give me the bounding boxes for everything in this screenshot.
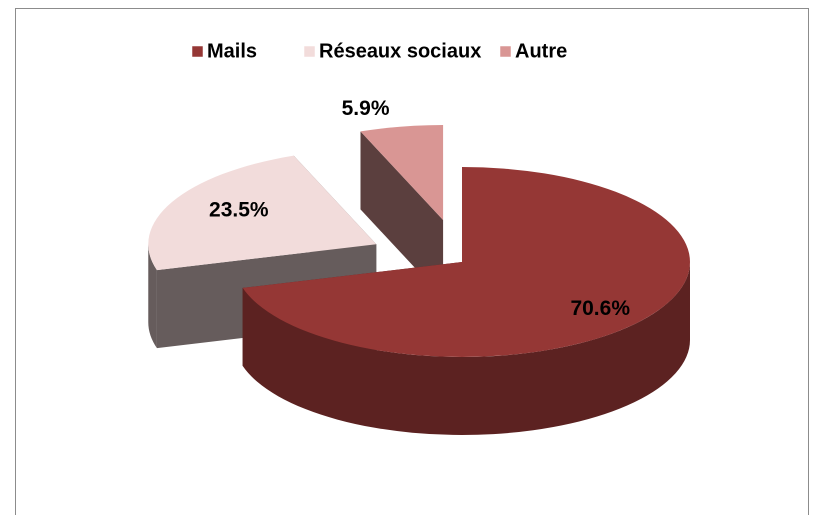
legend-label: Réseaux sociaux — [319, 40, 481, 62]
slice-wall — [360, 131, 444, 298]
pie: 70.6% 23.5% 5.9% — [148, 97, 690, 436]
data-label: 23.5% — [209, 198, 269, 221]
slice — [148, 155, 377, 271]
legend-label: Autre — [515, 40, 567, 62]
slice-side — [148, 244, 157, 349]
data-label: 70.6% — [570, 297, 630, 320]
legend: Mails Réseaux sociaux Autre — [191, 40, 567, 62]
legend-swatch — [191, 45, 204, 58]
slice — [360, 124, 444, 220]
data-label: 5.9% — [342, 97, 390, 120]
legend-swatch — [499, 45, 512, 58]
legend-swatch — [303, 45, 316, 58]
slice-side — [242, 262, 690, 436]
slice — [242, 167, 690, 357]
legend-label: Mails — [207, 40, 257, 62]
